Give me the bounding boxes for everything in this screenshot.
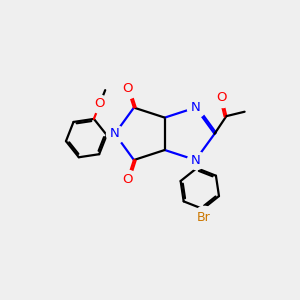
Text: Br: Br [197, 211, 211, 224]
Text: O: O [217, 92, 227, 104]
Text: N: N [191, 154, 200, 166]
Text: N: N [191, 101, 200, 114]
Text: O: O [94, 97, 105, 110]
Text: O: O [122, 172, 133, 186]
Text: N: N [110, 127, 120, 140]
Text: O: O [122, 82, 133, 95]
